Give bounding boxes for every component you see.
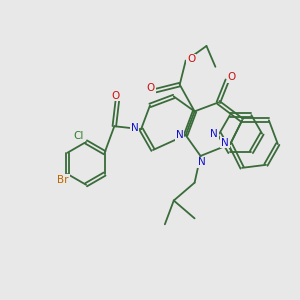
Text: O: O [112,91,120,100]
Text: N: N [176,130,184,140]
Text: N: N [198,158,206,167]
Text: O: O [187,54,195,64]
Text: N: N [221,138,229,148]
Text: O: O [228,72,236,82]
Text: N: N [210,129,218,139]
Text: O: O [146,83,155,93]
Text: Cl: Cl [74,131,84,141]
Text: N: N [131,123,138,133]
Text: Br: Br [57,175,69,185]
